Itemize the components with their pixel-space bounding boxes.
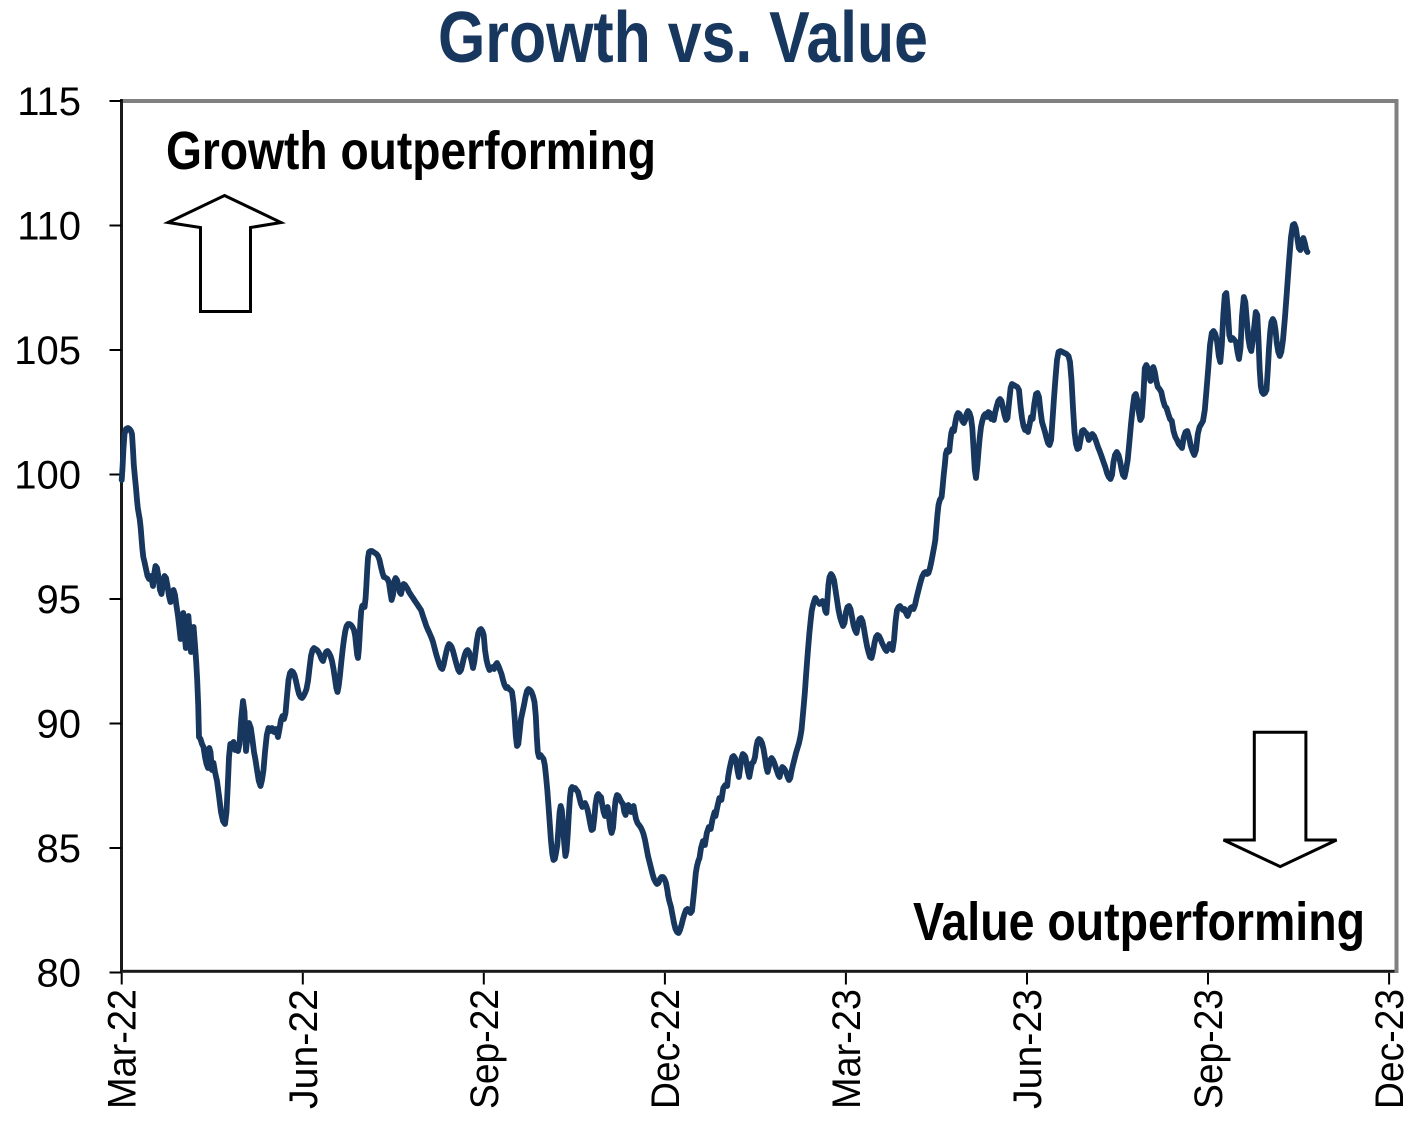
svg-text:Growth vs. Value: Growth vs. Value xyxy=(438,0,928,78)
svg-text:Sep-22: Sep-22 xyxy=(463,989,507,1109)
svg-text:Growth outperforming: Growth outperforming xyxy=(166,121,656,181)
svg-text:Mar-23: Mar-23 xyxy=(825,989,869,1109)
svg-text:85: 85 xyxy=(37,827,82,871)
svg-text:Value outperforming: Value outperforming xyxy=(913,892,1365,952)
svg-text:Jun-22: Jun-22 xyxy=(282,989,326,1109)
svg-text:100: 100 xyxy=(14,454,81,498)
svg-text:115: 115 xyxy=(17,80,81,124)
svg-text:105: 105 xyxy=(14,329,81,373)
svg-text:80: 80 xyxy=(37,952,82,996)
svg-text:110: 110 xyxy=(17,205,81,249)
svg-text:Mar-22: Mar-22 xyxy=(101,989,145,1109)
svg-text:Dec-22: Dec-22 xyxy=(644,989,688,1109)
svg-text:95: 95 xyxy=(37,578,82,622)
svg-text:Dec-23: Dec-23 xyxy=(1368,989,1412,1109)
svg-text:Jun-23: Jun-23 xyxy=(1006,989,1050,1109)
svg-text:Sep-23: Sep-23 xyxy=(1187,989,1231,1109)
svg-text:90: 90 xyxy=(37,703,82,747)
